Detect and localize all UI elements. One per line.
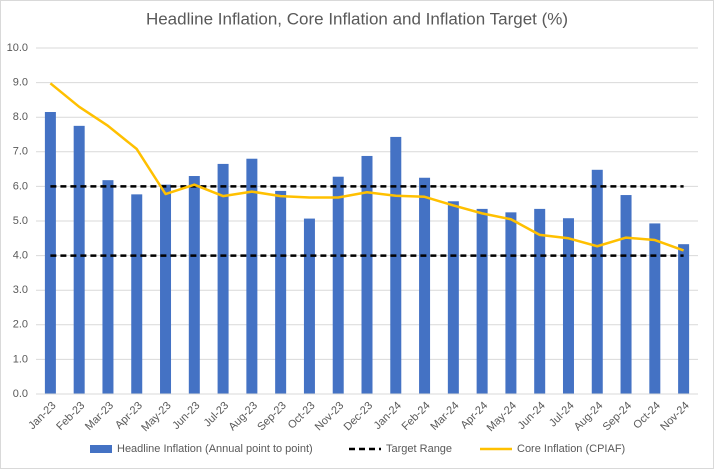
y-tick-label: 8.0 xyxy=(13,111,28,123)
bar xyxy=(73,125,85,394)
legend-swatch xyxy=(90,445,112,453)
bar xyxy=(275,190,287,394)
y-tick-label: 6.0 xyxy=(13,180,28,192)
legend-label: Headline Inflation (Annual point to poin… xyxy=(117,443,313,455)
y-tick-label: 7.0 xyxy=(13,146,28,158)
bar xyxy=(131,194,143,394)
bar xyxy=(447,201,459,394)
y-tick-label: 1.0 xyxy=(13,353,28,365)
y-tick-label: 9.0 xyxy=(13,77,28,89)
bar xyxy=(160,184,172,394)
bar xyxy=(562,218,574,394)
legend-label: Core Inflation (CPIAF) xyxy=(517,443,625,455)
y-tick-label: 0.0 xyxy=(13,388,28,400)
bar xyxy=(649,223,661,394)
bar xyxy=(678,244,690,394)
y-tick-label: 10.0 xyxy=(7,42,28,54)
bar xyxy=(534,208,546,394)
bar xyxy=(246,158,258,394)
bar xyxy=(332,176,344,394)
bar xyxy=(361,155,373,394)
bar xyxy=(620,195,632,394)
bar xyxy=(102,180,114,394)
bar xyxy=(303,218,315,394)
bar xyxy=(591,169,603,394)
bar xyxy=(217,163,229,394)
bar xyxy=(188,176,200,394)
chart-title: Headline Inflation, Core Inflation and I… xyxy=(146,9,568,28)
y-tick-label: 3.0 xyxy=(13,284,28,296)
bar xyxy=(476,208,488,394)
legend-label: Target Range xyxy=(386,443,452,455)
bar xyxy=(44,112,56,394)
core-line xyxy=(49,82,685,252)
y-tick-label: 4.0 xyxy=(13,250,28,262)
bar xyxy=(419,177,431,394)
bar xyxy=(505,212,517,394)
y-tick-label: 2.0 xyxy=(13,319,28,331)
bar xyxy=(390,136,402,394)
y-tick-label: 5.0 xyxy=(13,215,28,227)
